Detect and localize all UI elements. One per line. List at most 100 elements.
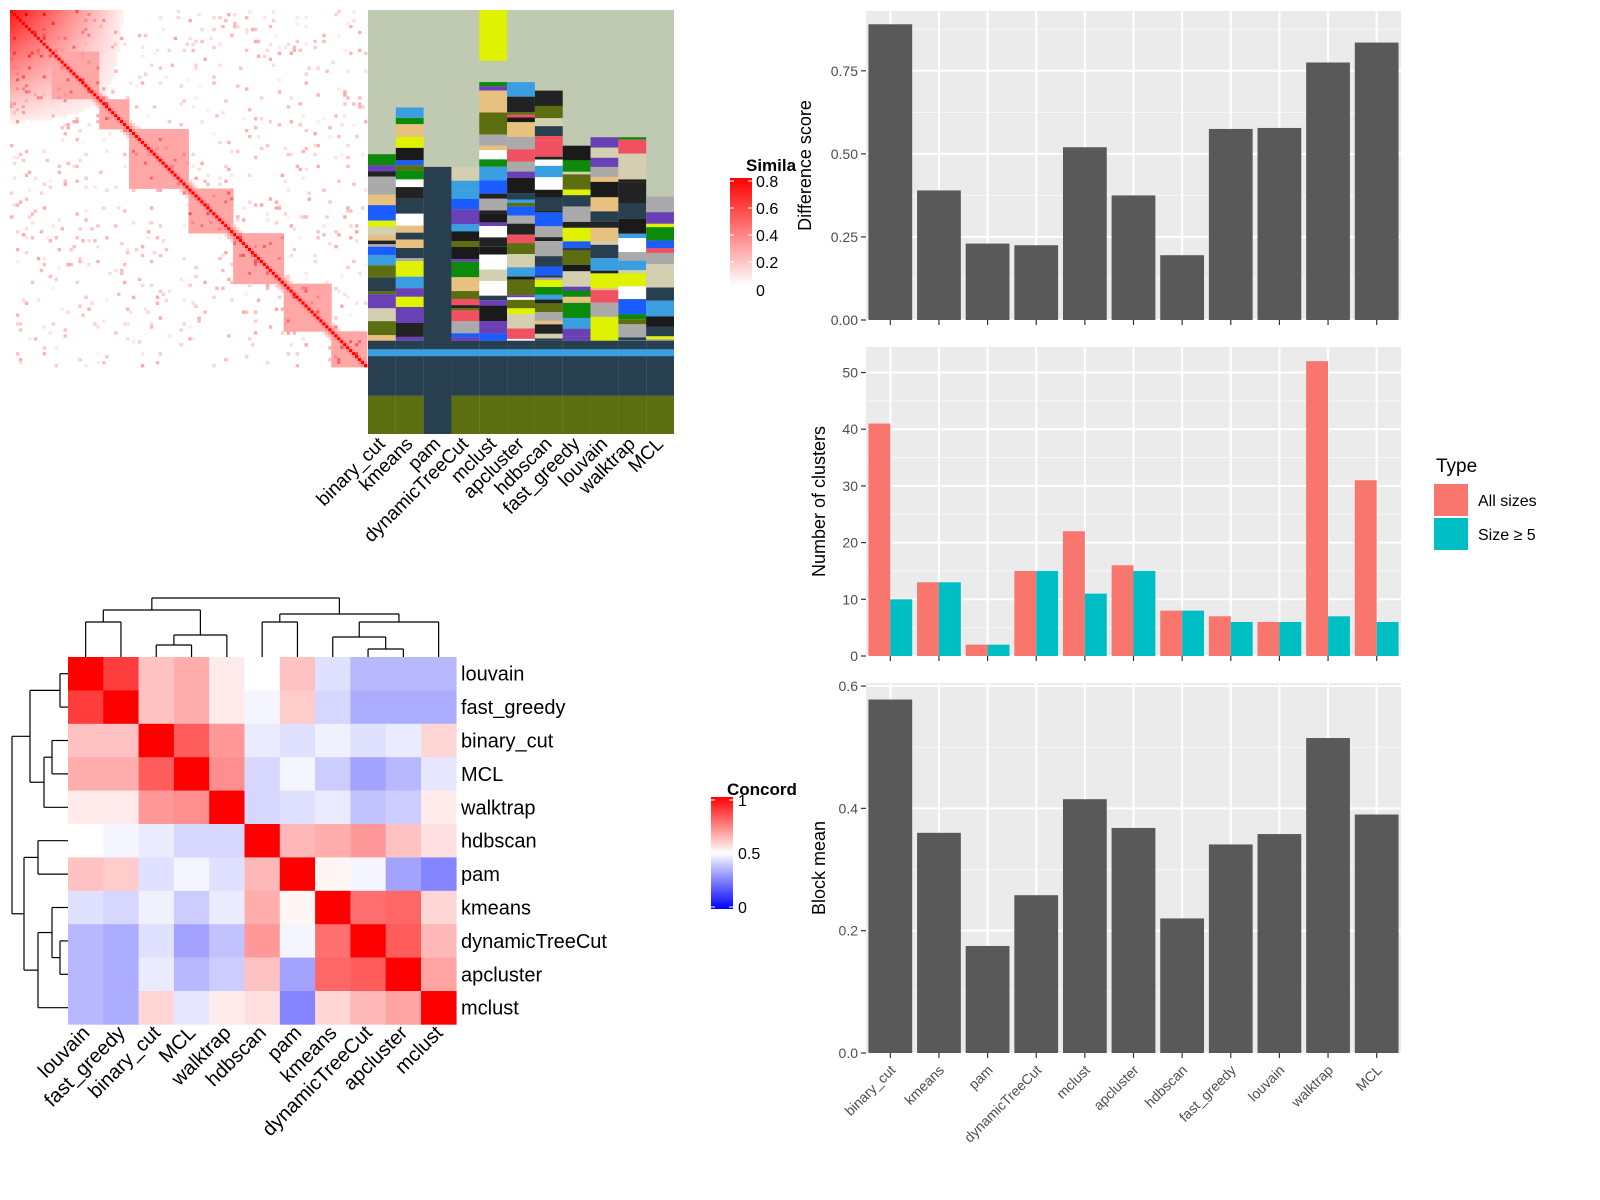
- similarity-cell: [340, 358, 344, 362]
- similarity-cell: [93, 30, 97, 35]
- similarity-cell: [343, 361, 347, 365]
- similarity-cell: [328, 304, 332, 308]
- similarity-cell: [176, 155, 180, 160]
- similarity-cell: [120, 105, 124, 109]
- similarity-cell: [239, 265, 243, 270]
- similarity-cell: [33, 45, 38, 50]
- similarity-cell: [230, 280, 234, 285]
- similarity-cell: [322, 313, 326, 317]
- assignment-band: [368, 349, 674, 357]
- assignment-band: [507, 299, 535, 309]
- similarity-cell: [12, 63, 17, 67]
- similarity-cell: [152, 105, 157, 109]
- similarity-cell: [343, 358, 347, 362]
- similarity-cell: [253, 248, 258, 252]
- similarity-cell: [33, 33, 38, 38]
- similarity-cell: [57, 24, 61, 29]
- similarity-cell: [152, 131, 157, 136]
- similarity-legend-bar: [730, 178, 752, 286]
- similarity-cell: [248, 283, 252, 288]
- similarity-cell: [123, 99, 127, 103]
- similarity-cell: [170, 146, 175, 151]
- similarity-cell: [322, 292, 326, 297]
- similarity-cell: [245, 30, 249, 35]
- assignment-band: [507, 308, 535, 314]
- similarity-cell: [170, 129, 175, 133]
- similarity-cell: [280, 280, 285, 285]
- similarity-cell: [349, 24, 353, 29]
- similarity-cell: [277, 90, 282, 94]
- similarity-cell: [316, 164, 320, 169]
- similarity-cell: [90, 102, 94, 106]
- similarity-cell: [283, 301, 288, 305]
- similarity-cell: [51, 286, 56, 291]
- similarity-cell: [108, 45, 112, 50]
- similarity-cell: [10, 114, 14, 118]
- similarity-cell: [69, 12, 73, 17]
- similarity-cell: [99, 24, 103, 29]
- similarity-cell: [179, 84, 183, 88]
- similarity-cell: [66, 93, 70, 97]
- similarity-cell: [310, 322, 314, 326]
- similarity-cell: [295, 364, 299, 368]
- similarity-cell: [343, 337, 347, 341]
- assignment-band: [590, 288, 619, 291]
- similarity-cell: [346, 358, 350, 362]
- similarity-cell: [262, 265, 267, 270]
- similarity-cell: [301, 176, 305, 180]
- similarity-cell: [170, 173, 175, 178]
- similarity-cell: [15, 42, 20, 47]
- similarity-cell: [54, 30, 59, 35]
- similarity-cell: [129, 179, 133, 183]
- similarity-cell: [173, 176, 178, 180]
- similarity-cell: [316, 310, 320, 314]
- similarity-cell: [325, 331, 329, 335]
- similarity-cell: [325, 298, 329, 302]
- similarity-cell: [301, 313, 305, 317]
- similarity-cell: [45, 72, 50, 76]
- concordance-cell: [209, 657, 245, 691]
- similarity-cell: [256, 274, 261, 279]
- similarity-cell: [352, 349, 356, 353]
- similarity-cell: [63, 21, 67, 26]
- similarity-cell: [30, 111, 35, 115]
- similarity-cell: [111, 120, 115, 124]
- similarity-cell: [54, 84, 59, 88]
- similarity-cell: [15, 63, 20, 67]
- similarity-cell: [99, 72, 103, 76]
- similarity-cell: [334, 155, 338, 160]
- similarity-cell: [60, 57, 64, 61]
- similarity-cell: [248, 337, 252, 341]
- row-label: kmeans: [461, 898, 531, 920]
- assignment-band: [451, 337, 480, 341]
- similarity-cell: [206, 203, 210, 207]
- similarity-cell: [277, 295, 282, 299]
- concordance-cell: [385, 723, 422, 758]
- similarity-cell: [36, 15, 41, 20]
- similarity-cell: [259, 259, 264, 264]
- y-tick-label: 0.6: [839, 678, 859, 694]
- similarity-cell: [69, 90, 73, 94]
- similarity-cell: [93, 63, 97, 67]
- similarity-cell: [149, 167, 154, 172]
- similarity-cell: [36, 78, 41, 82]
- similarity-cell: [24, 10, 29, 14]
- similarity-cell: [39, 30, 44, 35]
- similarity-cell: [78, 42, 82, 47]
- similarity-cell: [84, 36, 88, 41]
- similarity-cell: [42, 96, 47, 100]
- concordance-cell: [279, 924, 316, 958]
- assignment-band: [368, 395, 396, 434]
- similarity-cell: [185, 182, 189, 186]
- similarity-cell: [24, 69, 29, 73]
- similarity-cell: [343, 215, 347, 219]
- similarity-cell: [253, 310, 258, 314]
- similarity-cell: [36, 84, 41, 88]
- similarity-cell: [253, 236, 258, 240]
- concordance-cell: [244, 723, 281, 758]
- similarity-cell: [161, 158, 166, 163]
- similarity-cell: [289, 316, 294, 320]
- similarity-cell: [108, 18, 112, 23]
- similarity-cell: [295, 352, 299, 356]
